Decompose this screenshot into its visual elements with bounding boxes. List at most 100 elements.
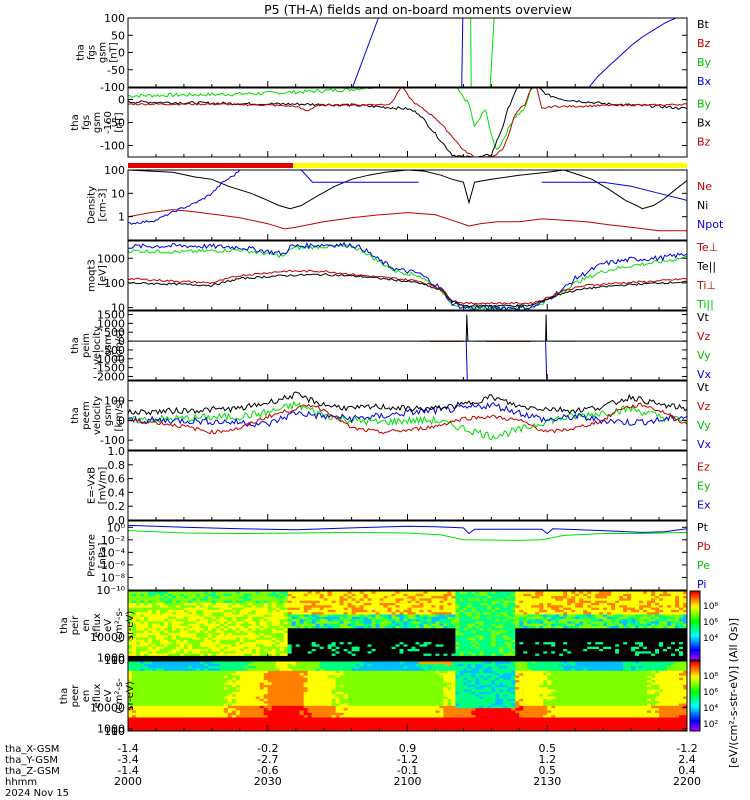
spectrogram-cell	[139, 712, 145, 716]
spectrogram-cell	[355, 616, 361, 620]
spectrogram-cell	[379, 591, 385, 594]
spectrogram-cell	[151, 728, 157, 731]
spectrogram-cell	[379, 632, 385, 636]
spectrogram-cell	[379, 600, 385, 603]
spectrogram-cell	[307, 639, 313, 643]
spectrogram-cell	[419, 657, 424, 660]
spectrogram-cell	[191, 611, 197, 615]
spectrogram-cell	[251, 618, 257, 622]
spectrogram-cell	[163, 707, 169, 711]
spectrogram-cell	[435, 625, 440, 629]
spectrogram-cell	[267, 616, 273, 620]
spectrogram-cell	[287, 595, 293, 599]
spectrogram-cell	[335, 614, 341, 617]
spectrogram-cell	[223, 630, 229, 633]
spectrogram-cell	[335, 623, 341, 626]
spectrogram-cell	[671, 620, 676, 624]
spectrogram-cell	[455, 655, 460, 659]
spectrogram-cell	[379, 657, 385, 660]
spectrogram-cell	[183, 641, 189, 645]
spectrogram-cell	[551, 591, 556, 594]
spectrogram-cell	[523, 600, 528, 603]
spectrogram-cell	[247, 611, 253, 615]
spectrogram-cell	[499, 623, 504, 626]
spectrogram-cell	[479, 595, 484, 599]
spectrogram-cell	[219, 591, 225, 594]
spectrogram-cell	[543, 653, 548, 656]
spectrogram-cell	[151, 721, 157, 725]
spectrogram-cell	[591, 620, 596, 624]
spectrogram-cell	[263, 607, 269, 610]
spectrogram-cell	[279, 632, 285, 636]
spectrogram-cell	[471, 614, 476, 617]
spectrogram-cell	[579, 597, 584, 601]
spectrogram-cell	[495, 637, 500, 640]
spectrogram-cell	[459, 625, 464, 629]
spectrogram-cell	[143, 657, 149, 660]
spectrogram-cell	[447, 655, 452, 659]
spectrogram-cell	[231, 648, 237, 652]
spectrogram-cell	[251, 627, 257, 631]
spectrogram-cell	[243, 637, 249, 640]
spectrogram-cell	[463, 597, 468, 601]
spectrogram-cell	[627, 627, 632, 631]
spectrogram-cell	[511, 616, 516, 620]
spectrogram-cell	[655, 595, 660, 599]
spectrogram-cell	[615, 604, 620, 608]
spectrogram-cell	[311, 616, 317, 620]
spectrogram-cell	[135, 602, 141, 606]
spectrogram-cell	[128, 643, 133, 647]
legend-entry: Vy	[697, 349, 711, 362]
spectrogram-cell	[447, 611, 452, 615]
spectrogram-cell	[455, 616, 460, 620]
spectrogram-cell	[215, 616, 221, 620]
spectrogram-cell	[307, 641, 313, 645]
spectrogram-cell	[343, 609, 349, 613]
spectrogram-cell	[535, 620, 540, 624]
spectrogram-cell	[575, 611, 580, 615]
spectrogram-cell	[191, 639, 197, 643]
spectrogram-cell	[128, 700, 133, 704]
spectrogram-cell	[455, 620, 460, 624]
spectrogram-cell	[467, 620, 472, 624]
spectrogram-cell	[167, 689, 173, 692]
spectrogram-cell	[567, 614, 572, 617]
spectrogram-cell	[643, 655, 648, 659]
spectrogram-cell	[247, 614, 253, 617]
spectrogram-cell	[467, 614, 472, 617]
spectrogram-cell	[451, 634, 456, 638]
spectrogram-cell	[391, 625, 397, 629]
spectrogram-cell	[371, 597, 377, 601]
spectrogram-cell	[275, 650, 281, 654]
spectrogram-cell	[639, 602, 644, 606]
spectrogram-cell	[371, 600, 377, 603]
spectrogram-cell	[323, 597, 329, 601]
spectrogram-cell	[647, 620, 652, 624]
spectrogram-cell	[211, 630, 217, 633]
spectrogram-cell	[607, 646, 612, 649]
spectrogram-cell	[279, 600, 285, 603]
spectrogram-cell	[587, 625, 592, 629]
spectrogram-cell	[359, 597, 365, 601]
spectrogram-cell	[619, 597, 624, 601]
spectrogram-cell	[323, 657, 329, 660]
spectrogram-cell	[367, 627, 373, 631]
spectrogram-cell	[467, 650, 472, 654]
spectrogram-cell	[491, 600, 496, 603]
spectrogram-cell	[659, 616, 664, 620]
spectrogram-cell	[191, 602, 197, 606]
spectrogram-cell	[251, 611, 257, 615]
spectrogram-cell	[199, 611, 205, 615]
y-tick-label: 1.0	[108, 445, 126, 458]
spectrogram-cell	[615, 620, 620, 624]
spectrogram-cell	[655, 627, 660, 631]
spectrogram-cell	[151, 593, 157, 597]
spectrogram-cell	[243, 600, 249, 603]
spectrogram-cell	[619, 634, 624, 638]
spectrogram-cell	[359, 611, 365, 615]
spectrogram-cell	[299, 632, 305, 636]
spectrogram-cell	[499, 627, 504, 631]
spectrogram-cell	[139, 639, 145, 643]
spectrogram-cell	[591, 641, 596, 645]
spectrogram-cell	[199, 600, 205, 603]
